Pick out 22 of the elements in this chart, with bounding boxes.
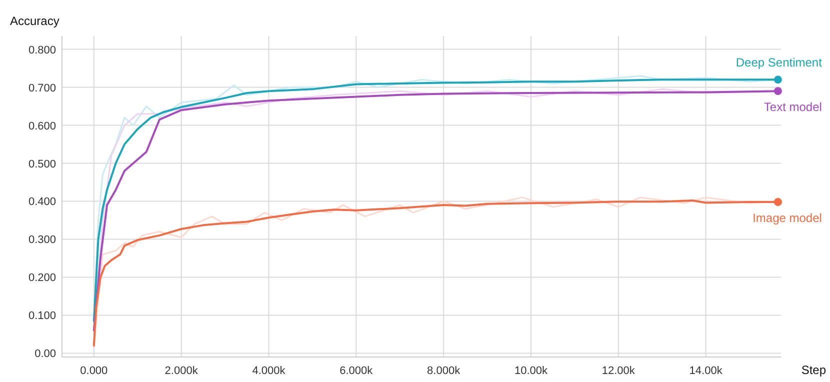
y-tick-label: 0.00 — [34, 348, 56, 360]
x-tick-label: 4.000k — [252, 365, 286, 377]
series-label: Deep Sentiment — [736, 56, 823, 70]
y-tick-label: 0.700 — [28, 82, 56, 94]
x-tick-label: 8.000k — [427, 365, 461, 377]
x-tick-label: 14.00k — [689, 365, 723, 377]
x-tick-label: 6.000k — [340, 365, 374, 377]
y-tick-label: 0.600 — [28, 120, 56, 132]
series-label: Text model — [764, 100, 822, 114]
y-tick-label: 0.200 — [28, 272, 56, 284]
series-label: Image model — [752, 211, 822, 226]
y-tick-label: 0.400 — [28, 196, 56, 208]
y-tick-label: 0.800 — [28, 44, 56, 56]
x-tick-label: 0.000 — [80, 365, 108, 377]
y-tick-label: 0.300 — [28, 234, 56, 246]
y-tick-label: 0.500 — [28, 158, 56, 170]
x-tick-label: 10.00k — [514, 365, 548, 377]
x-tick-label: 2.000k — [164, 365, 198, 377]
y-axis-title: Accuracy — [10, 14, 60, 28]
x-tick-label: 12.00k — [602, 365, 636, 377]
x-axis-title: Step — [801, 363, 826, 377]
y-tick-label: 0.100 — [28, 310, 56, 322]
